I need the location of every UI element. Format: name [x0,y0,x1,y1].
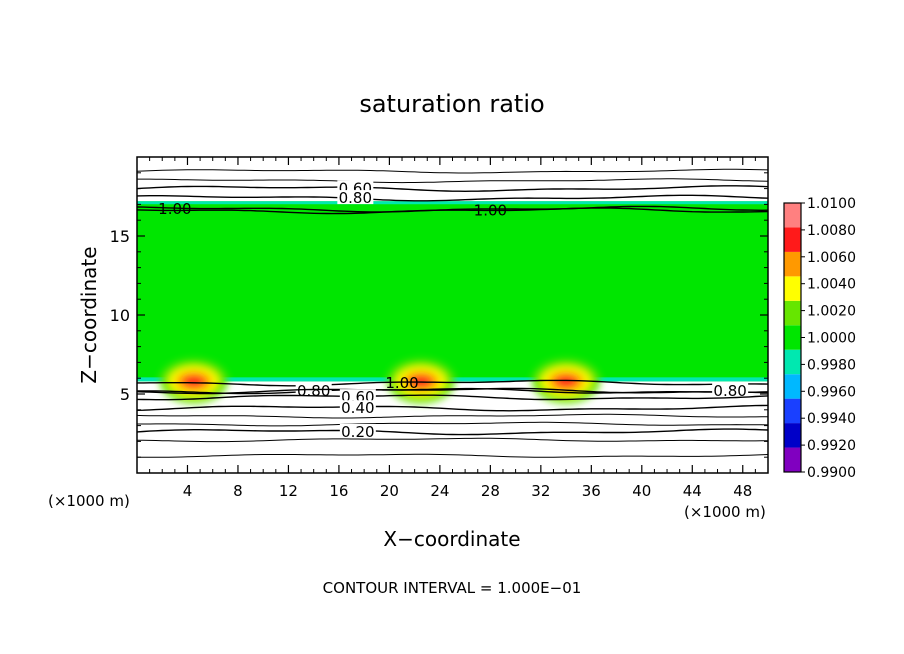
contour-line [137,413,768,419]
y-axis-label: Z−coordinate [77,246,101,383]
x-tick-label: 40 [632,482,651,500]
chart-title: saturation ratio [359,90,544,118]
contour-line [137,387,768,395]
field-maximum [159,359,228,404]
colorbar-swatch [784,374,801,399]
contour-line [137,404,768,412]
contour-lines: 0.600.801.00 1.001.000.80 0.800.600.400.20 [137,168,768,458]
contour-label: 0.40 [341,399,374,417]
x-tick-label: 28 [481,482,500,500]
x-tick-label: 24 [430,482,449,500]
field-background [137,201,768,382]
x-axis-label: X−coordinate [383,527,520,551]
x-tick-label: 44 [683,482,702,500]
colorbar-label: 1.0000 [807,331,856,347]
x-tick-label: 4 [183,482,193,500]
colorbar-label: 1.0020 [807,304,856,320]
saturation-field [137,201,768,404]
contour-line [137,168,768,174]
colorbar-swatch [784,447,801,472]
contour-line [137,185,768,193]
contour-label: 0.20 [341,423,374,441]
colorbar-label: 0.9960 [807,384,856,400]
contour-line [137,428,768,436]
colorbar-swatch [784,398,801,424]
y-tick-label: 5 [120,385,130,404]
contour-label: 0.80 [713,382,746,400]
contour-line [137,379,768,387]
field-upper-edge [137,201,768,205]
colorbar-swatch [784,203,801,228]
contour-line [137,394,768,401]
x-tick-label: 48 [733,482,752,500]
contour-line [137,207,768,215]
colorbar-label: 1.0100 [807,196,856,212]
x-tick-label: 8 [233,482,243,500]
contour-line [137,194,768,202]
plot-area: 0.600.801.00 1.001.000.80 0.800.600.400.20 [137,157,768,473]
colorbar-swatch [784,300,801,326]
y-tick-label: 10 [110,306,130,325]
contour-line [137,421,768,427]
x-unit-right: (×1000 m) [684,503,766,521]
colorbar-label: 0.9920 [807,438,856,454]
colorbar-swatch [784,423,801,448]
x-tick-label: 12 [279,482,298,500]
x-tick-label: 32 [531,482,550,500]
colorbar: 0.9900 0.9920 0.9940 0.9960 0.9980 1.0000 1.00… [783,196,856,481]
contour-label: 0.80 [339,189,372,207]
colorbar-label: 0.9980 [807,357,856,373]
x-tick-label: 16 [329,482,348,500]
x-axis: 4 8 12 16 20 24 28 32 36 40 44 48 [149,157,756,500]
contour-label: 1.00 [385,374,418,392]
y-tick-label: 15 [110,227,130,246]
contour-label: 0.80 [297,382,330,400]
x-tick-label: 36 [582,482,601,500]
colorbar-label: 1.0040 [807,277,856,293]
colorbar-label: 1.0080 [807,223,856,239]
contour-label: 1.00 [158,200,191,218]
contour-label: 1.00 [474,202,507,220]
colorbar-label: 0.9940 [807,411,856,427]
colorbar-swatch [784,349,801,375]
colorbar-label: 1.0060 [807,250,856,266]
contour-line [137,437,768,443]
x-unit-left: (×1000 m) [48,492,130,510]
contour-line [137,178,768,184]
contour-interval-footer: CONTOUR INTERVAL = 1.000E−01 [323,579,582,597]
colorbar-swatch [784,325,801,350]
x-tick-label: 20 [380,482,399,500]
colorbar-swatch [784,251,801,277]
y-axis: 5 10 15 [110,172,768,458]
colorbar-label: 0.9900 [807,465,856,481]
colorbar-swatch [784,276,801,301]
contour-line [137,453,768,458]
colorbar-swatch [784,227,801,252]
